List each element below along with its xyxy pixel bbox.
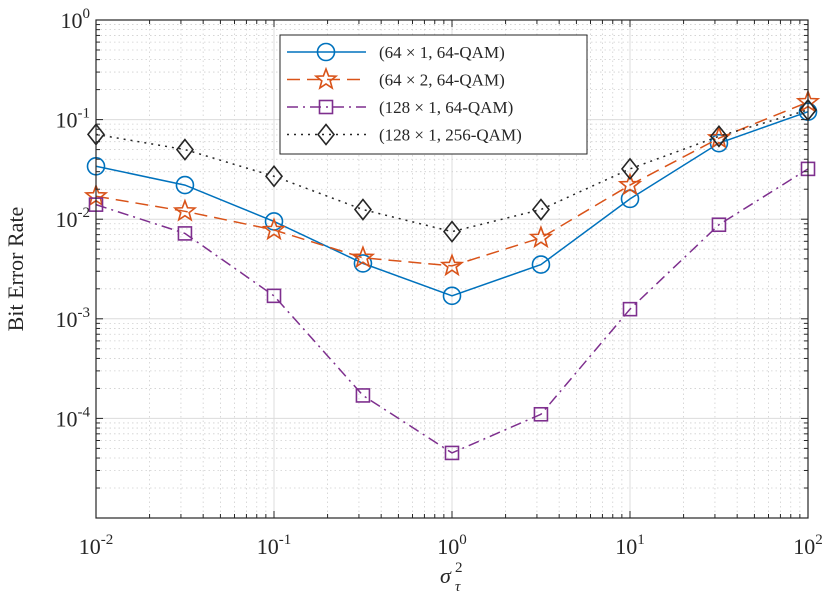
series-4-point [353,198,372,221]
series-2-point [439,253,465,277]
y-tick-label-base: 10 [61,8,83,33]
x-tick-label-base: 10 [437,534,459,559]
series-2-line [95,101,809,267]
y-tick-label-exponent: -1 [78,106,91,122]
series-3-point [444,445,460,461]
series-1-point [442,286,462,306]
legend-label: (64 × 2, 64-QAM) [379,71,505,90]
legend-label: (128 × 1, 256-QAM) [379,126,522,145]
series-3-point [622,301,638,317]
legend-marker [313,66,339,90]
y-tick-label-exponent: -2 [78,205,91,221]
series-4-point [442,220,462,243]
x-tick-label: 10-1 [257,532,292,559]
series-2-point [617,172,643,196]
legend-label: (128 × 1, 64-QAM) [379,98,513,117]
x-axis-title-subscript: τ [455,579,461,595]
x-tick-label-exponent: 0 [459,532,467,548]
legend-marker [318,99,334,115]
y-tick-label-base: 10 [56,108,78,133]
series-3-point [533,406,549,422]
series-2-point [172,198,198,222]
x-tick-label: 102 [793,532,823,559]
series-1-point [531,255,551,274]
legend-label: (64 × 1, 64-QAM) [379,43,505,62]
series-2-point [261,217,287,241]
series-3-point [711,217,727,233]
series-1-point [353,254,373,273]
series-3-line [95,168,809,454]
x-tick-label-exponent: -1 [279,532,292,548]
series-2-point [528,225,554,249]
y-tick-label-exponent: 0 [83,6,91,22]
series-3-point [177,226,193,241]
x-tick-label-exponent: 1 [637,532,645,548]
series-3-point [266,288,282,304]
x-axis-title-symbol: σ [440,563,452,588]
series-3-point [355,388,371,403]
x-tick-label-base: 10 [793,534,815,559]
legend-entry-1: (64 × 1, 64-QAM) [287,42,505,62]
x-tick-label-base: 10 [79,534,101,559]
x-tick-label: 101 [615,532,645,559]
series-4-point [175,138,194,161]
series-4-point [531,198,550,221]
y-axis-title: Bit Error Rate [3,207,28,332]
x-tick-label-base: 10 [615,534,637,559]
series-3 [88,161,816,461]
x-axis-title-superscript: 2 [455,560,463,576]
series-1-line [95,111,809,297]
y-tick-label-base: 10 [56,207,78,232]
legend-marker [316,123,336,146]
y-tick-label: 10-1 [56,106,91,133]
series-1-point [175,175,195,195]
y-tick-label-exponent: -3 [78,305,91,321]
legend: (64 × 1, 64-QAM) (64 × 2, 64-QAM) (128 × 1… [279,34,588,155]
y-tick-label-exponent: -4 [78,404,91,420]
y-tick-label: 10-4 [56,404,91,431]
y-tick-label: 100 [61,6,91,33]
legend-marker [316,42,336,62]
x-tick-label: 10-2 [79,532,114,559]
series-4-point [264,164,284,188]
y-tick-label-base: 10 [56,406,78,431]
series-layer [83,89,821,461]
x-tick-label-exponent: -2 [101,532,114,548]
x-axis-title: σ 2 τ [440,560,463,595]
legend-entry-3: (128 × 1, 64-QAM) [287,98,513,117]
legend-box [279,34,588,155]
series-2-point [350,244,376,269]
series-4-point [709,125,728,148]
x-tick-label-base: 10 [257,534,279,559]
y-tick-label-base: 10 [56,307,78,332]
x-tick-label-exponent: 2 [815,532,823,548]
legend-entry-4: (128 × 1, 256-QAM) [287,123,522,146]
legend-entry-2: (64 × 2, 64-QAM) [287,66,505,90]
y-tick-label: 10-3 [56,305,91,332]
y-tick-label: 10-2 [56,205,91,232]
series-4-point [620,157,640,181]
x-tick-label: 100 [437,532,467,559]
